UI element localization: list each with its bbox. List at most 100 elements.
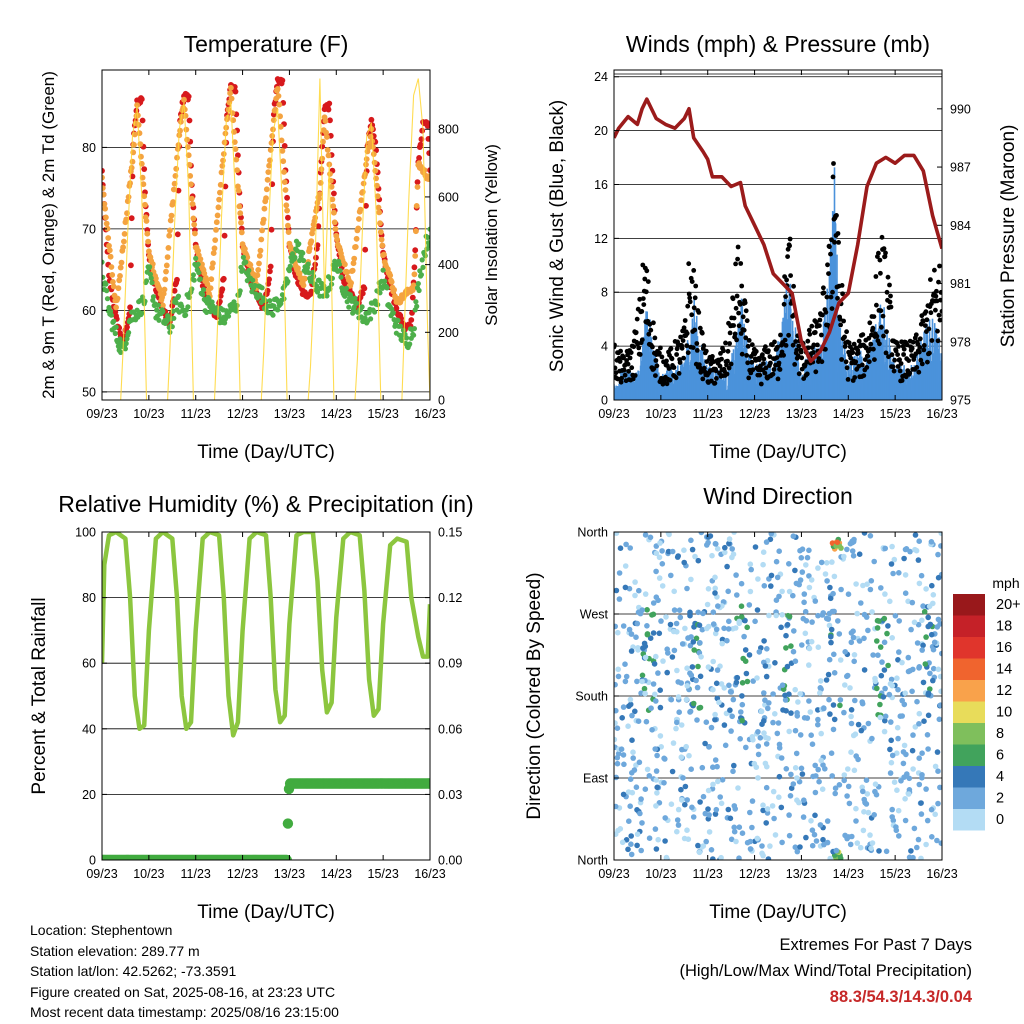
9m-t-point: [412, 253, 419, 259]
direction-ticks: 09/23 10/23 11/23 12/23 13/23 14/23 15/23 16/23…: [575, 526, 957, 882]
direction-point: [788, 643, 794, 649]
9m-t-point: [238, 229, 245, 236]
2m-td-point: [368, 316, 374, 322]
2m-td-point: [426, 242, 430, 248]
2m-td-point: [160, 308, 166, 315]
gust-point: [835, 231, 841, 236]
9m-t-point: [146, 248, 152, 255]
2m-t-point: [174, 276, 180, 283]
direction-point: [816, 778, 822, 785]
direction-point: [923, 786, 929, 792]
direction-point: [776, 741, 783, 748]
direction-point: [727, 707, 733, 713]
9m-t-point: [322, 118, 329, 124]
9m-t-point: [163, 268, 169, 275]
2m-t-point: [319, 143, 326, 150]
9m-t-point: [331, 219, 338, 226]
2m-t-point: [102, 167, 105, 174]
9m-t-point: [192, 230, 198, 237]
gust-point: [684, 331, 690, 336]
9m-t-point: [125, 194, 132, 200]
direction-point: [628, 833, 634, 839]
direction-point: [914, 698, 920, 705]
gust-point: [778, 332, 783, 338]
direction-point: [792, 686, 798, 693]
9m-t-point: [261, 205, 268, 212]
2m-td-point: [250, 277, 256, 283]
2m-td-point: [104, 296, 111, 302]
direction-point: [642, 786, 649, 792]
9m-t-point: [165, 245, 172, 251]
direction-point: [849, 539, 856, 546]
2m-td-point: [171, 315, 177, 321]
2m-td-point: [115, 343, 121, 349]
y-tick-label: 24: [594, 70, 608, 84]
direction-point: [871, 812, 877, 818]
y-right-tick-label: 978: [950, 335, 971, 349]
direction-point: [837, 702, 843, 709]
gust-point: [874, 333, 880, 339]
direction-point: [649, 727, 655, 733]
direction-point: [916, 755, 922, 761]
9m-t-point: [371, 159, 378, 166]
direction-point: [669, 548, 676, 555]
direction-point: [801, 797, 807, 803]
gust-point: [867, 320, 873, 326]
direction-point: [689, 804, 695, 811]
direction-point: [686, 752, 692, 759]
gust-point: [784, 277, 789, 283]
direction-point: [835, 618, 841, 624]
x-tick-label: 16/23: [414, 407, 445, 421]
direction-point: [790, 533, 797, 539]
direction-point: [858, 600, 864, 606]
direction-point: [684, 585, 690, 592]
9m-t-point: [208, 276, 215, 283]
direction-point: [860, 582, 866, 589]
gust-point: [727, 341, 732, 346]
direction-point: [932, 763, 939, 770]
9m-t-point: [242, 246, 248, 252]
9m-t-point: [110, 283, 117, 290]
9m-t-point: [308, 238, 315, 245]
gust-point: [667, 377, 673, 383]
x-tick-label: 10/23: [133, 407, 164, 421]
direction-point: [822, 766, 828, 772]
direction-point: [863, 801, 870, 807]
direction-point: [695, 609, 701, 616]
gust-point: [895, 352, 900, 357]
gust-point: [882, 254, 888, 259]
direction-point: [827, 855, 833, 860]
2m-td-point: [372, 309, 378, 315]
9m-t-point: [103, 220, 110, 227]
gust-point: [625, 361, 631, 367]
direction-point: [671, 607, 678, 613]
gust-point: [904, 342, 910, 348]
winds-pressure-panel: Winds (mph) & Pressure (mb) 09/23 10/23 11…: [547, 31, 1019, 463]
direction-point: [747, 809, 753, 816]
direction-point: [697, 640, 703, 646]
direction-point: [642, 591, 649, 597]
direction-point: [736, 824, 743, 830]
gust-point: [653, 373, 658, 378]
direction-point: [851, 652, 858, 658]
direction-point: [851, 767, 858, 774]
gust-point: [775, 344, 780, 350]
direction-point: [614, 720, 618, 726]
direction-point: [919, 617, 925, 624]
9m-t-point: [282, 187, 289, 193]
direction-point: [848, 713, 854, 720]
gust-point: [848, 355, 854, 361]
2m-td-point: [300, 250, 306, 256]
direction-point: [683, 696, 690, 703]
gust-point: [666, 366, 672, 371]
gust-point: [917, 345, 923, 350]
direction-point: [714, 546, 721, 552]
2m-t-point: [362, 246, 369, 253]
direction-point: [934, 624, 941, 630]
direction-point: [695, 557, 702, 564]
2m-td-point: [287, 263, 293, 269]
direction-point: [909, 747, 916, 754]
2m-td-point: [270, 312, 276, 318]
direction-point: [856, 638, 863, 644]
gust-point: [642, 276, 648, 282]
